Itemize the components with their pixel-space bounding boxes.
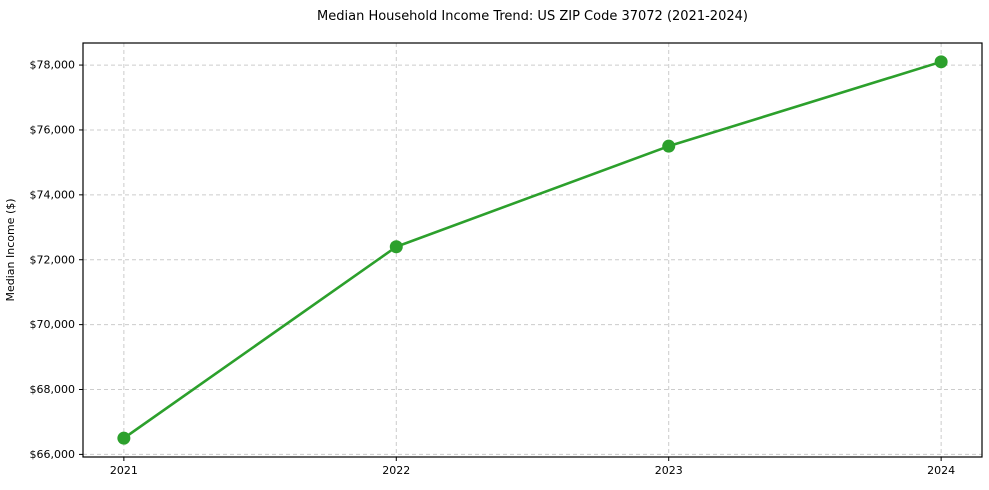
data-point-2021 [117, 431, 131, 445]
y-tick-label: $70,000 [30, 318, 76, 331]
y-tick-label: $78,000 [30, 59, 76, 72]
data-point-2022 [389, 240, 403, 254]
chart-title: Median Household Income Trend: US ZIP Co… [317, 9, 748, 24]
x-tick-label: 2021 [110, 464, 138, 477]
plot-border [82, 42, 983, 458]
data-point-2023 [662, 139, 676, 153]
y-tick-label: $72,000 [30, 253, 76, 266]
x-tick-label: 2023 [655, 464, 683, 477]
y-tick-label: $68,000 [30, 383, 76, 396]
y-tick-label: $66,000 [30, 448, 76, 461]
y-tick-label: $74,000 [30, 188, 76, 201]
trend-line [122, 60, 943, 440]
data-point-2024 [934, 55, 948, 69]
x-tick-label: 2022 [382, 464, 410, 477]
y-tick-label: $76,000 [30, 123, 76, 136]
y-axis-label: Median Income ($) [4, 198, 17, 301]
x-tick-label: 2024 [927, 464, 955, 477]
